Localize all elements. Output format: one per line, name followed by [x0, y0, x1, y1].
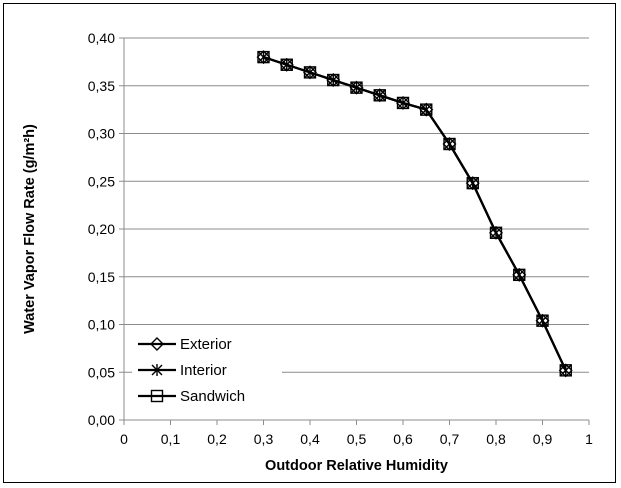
x-tick-label: 0,7: [440, 431, 460, 447]
legend-label-interior: Interior: [180, 362, 227, 379]
legend-marker: [150, 337, 164, 351]
data-point: [536, 314, 549, 327]
ticks-layer: 0,00 0,05 0,10 0,15 0,20 0,25 0,30 0,35 0,40 0 0,1…: [88, 30, 593, 447]
data-point: [513, 268, 526, 282]
y-tick-label: 0,00: [88, 412, 115, 428]
y-tick-label: 0,30: [88, 126, 115, 142]
data-point: [303, 66, 317, 79]
legend: Exterior Interior Sandwich: [132, 330, 282, 412]
series-line: [263, 56, 567, 371]
x-tick-label: 0,8: [486, 431, 506, 447]
axes-layer: [119, 37, 590, 425]
y-tick-label: 0,25: [88, 173, 115, 189]
legend-marker: [151, 364, 163, 376]
data-point: [257, 50, 270, 64]
legend-item-interior: Interior: [138, 362, 227, 379]
x-tick-label: 0,3: [254, 431, 274, 447]
data-point: [559, 364, 572, 377]
x-tick-label: 0,6: [393, 431, 413, 447]
y-tick-label: 0,05: [88, 364, 115, 380]
data-point: [420, 103, 433, 116]
data-point: [396, 96, 410, 110]
data-point: [327, 73, 340, 87]
series-interior: [258, 51, 572, 377]
data-point: [489, 226, 503, 240]
series-sandwich: [257, 50, 572, 377]
y-tick-label: 0,40: [88, 30, 115, 46]
y-tick-label: 0,15: [88, 269, 115, 285]
series-line: [263, 56, 567, 371]
y-tick-label: 0,20: [88, 221, 115, 237]
legend-item-exterior: Exterior: [138, 336, 232, 353]
x-tick-label: 0,2: [207, 431, 227, 447]
chart-frame: [3, 3, 616, 483]
x-tick-label: 1: [585, 431, 593, 447]
y-tick-label: 0,10: [88, 317, 115, 333]
data-point: [280, 58, 293, 71]
data-point: [373, 89, 386, 102]
data-point: [350, 81, 363, 94]
x-axis-title: Outdoor Relative Humidity: [265, 458, 448, 474]
y-axis-title: Water Vapor Flow Rate (g/m²h): [22, 124, 38, 334]
x-tick-label: 0,1: [161, 431, 181, 447]
data-point: [443, 137, 456, 151]
x-tick-label: 0: [120, 431, 128, 447]
legend-label-exterior: Exterior: [180, 336, 232, 353]
legend-marker: [150, 389, 164, 403]
x-tick-label: 0,9: [533, 431, 553, 447]
data-point: [466, 176, 479, 190]
series-layer: [256, 50, 573, 378]
legend-item-sandwich: Sandwich: [138, 388, 245, 405]
x-tick-label: 0,5: [347, 431, 367, 447]
y-tick-label: 0,35: [88, 78, 115, 94]
series-line: [263, 56, 567, 371]
series-exterior: [256, 50, 573, 378]
x-tick-label: 0,4: [300, 431, 320, 447]
legend-label-sandwich: Sandwich: [180, 388, 245, 405]
